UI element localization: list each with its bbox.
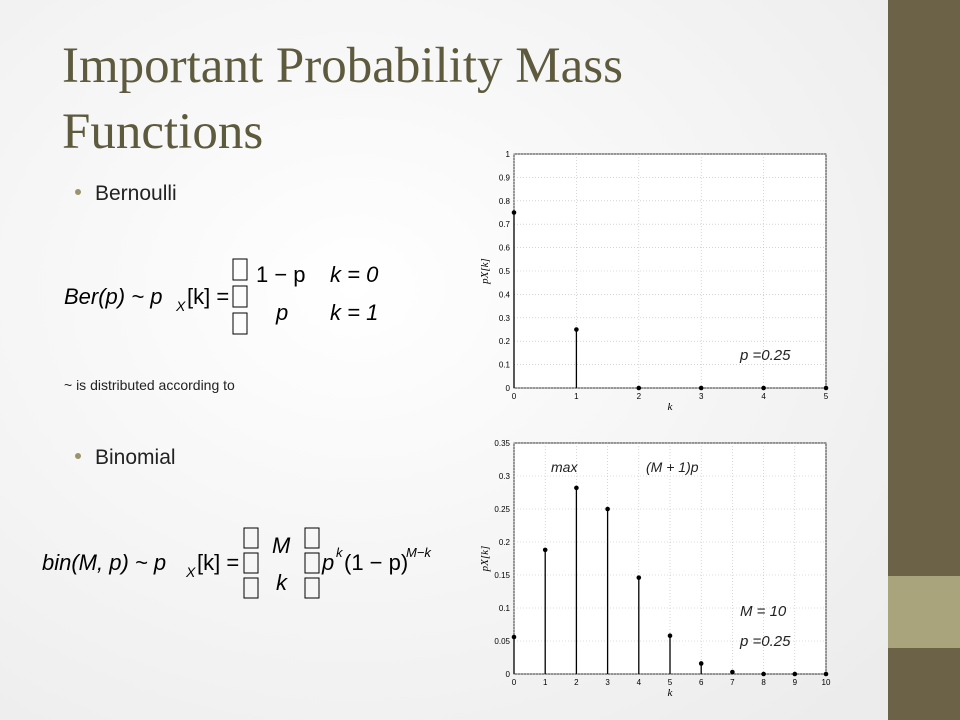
sidebar-accent [888,576,960,648]
annotation: max [551,459,578,475]
bullet: Bernoulli [95,182,177,205]
formula-sub: X [175,298,186,314]
formula-text: (1 − p) [344,550,408,575]
stem-marker [605,506,610,512]
annotation: (M + 1)p [646,459,699,475]
x-tick-label: 2 [637,392,642,401]
y-tick-label: 0.15 [494,571,510,580]
y-tick-label: 0.25 [494,505,510,514]
annotation: p =0.25 [739,633,791,650]
y-tick-label: 0 [506,384,511,393]
missing-glyph [243,527,259,549]
stem-marker [511,634,517,640]
stem-marker [823,385,829,391]
x-tick-label: 9 [793,678,798,687]
formula-text: p [321,550,334,575]
y-tick-label: 0.9 [499,173,511,182]
y-tick-label: 0.8 [499,197,511,206]
y-tick-label: 0 [506,670,511,679]
y-tick-label: 0.05 [494,637,510,646]
annotation: M = 10 [740,603,787,620]
formula-text: M [272,533,291,558]
x-tick-label: 3 [699,392,704,401]
x-tick-label: 10 [822,678,831,687]
y-tick-label: 0.1 [499,361,511,370]
x-tick-label: 4 [761,392,766,401]
bernoulli-formula [232,258,248,335]
y-tick-label: 0.5 [499,267,511,276]
y-tick-label: 0.1 [499,604,511,613]
formula-text: k = 0 [330,262,379,287]
x-tick-label: 0 [512,392,517,401]
bullet: Binomial [95,446,176,469]
missing-glyph [304,552,320,574]
y-tick-label: 1 [506,150,511,159]
stem-marker [511,210,517,215]
formula-sup: M−k [406,545,432,560]
y-tick-label: 0.35 [494,439,510,448]
formula-text: [k] = [187,284,229,309]
x-tick-label: 6 [699,678,704,687]
formula-sup: k [336,545,344,560]
x-tick-label: 4 [637,678,642,687]
formula-text: k = 1 [330,300,378,325]
bullet-dot [75,453,81,459]
bullet-dot [75,189,81,195]
stem-marker [574,485,579,491]
missing-glyph [232,285,248,308]
formula-text: k [276,570,288,595]
missing-glyph [243,577,259,599]
y-tick-label: 0.4 [499,290,511,299]
formula-sub: X [185,564,196,580]
missing-glyph [232,312,248,335]
formula-text: 1 − p [256,262,306,287]
formula-text: [k] = [197,550,239,575]
y-tick-label: 0.3 [499,472,511,481]
x-tick-label: 8 [761,678,766,687]
missing-glyph [232,258,248,281]
y-tick-label: 0.7 [499,220,511,229]
formula-text: Ber(p) ~ p [64,284,162,309]
title-line: Important Probability Mass [62,38,623,94]
formula-text: bin(M, p) ~ p [42,550,166,575]
missing-glyph [304,577,320,599]
x-tick-label: 1 [574,392,579,401]
stem-marker [761,385,766,391]
formula-text: p [275,300,288,325]
stem-marker [730,669,735,675]
stem-marker [792,671,798,677]
annotation: p =0.25 [739,347,791,364]
stem-marker [698,385,704,391]
x-tick-label: 2 [574,678,579,687]
stem-marker [636,385,642,391]
note: ~ is distributed according to [64,377,235,393]
x-tick-label: 1 [543,678,548,687]
x-axis-label: k [668,401,674,413]
x-tick-label: 5 [668,678,673,687]
x-tick-label: 0 [512,678,517,687]
stem-marker [823,671,829,677]
x-tick-label: 5 [824,392,829,401]
y-axis-label: pX[k] [479,258,491,285]
stem-marker [542,547,548,553]
title-line: Functions [62,104,263,160]
y-tick-label: 0.2 [499,538,511,547]
missing-glyph [243,552,259,574]
stem-marker [761,671,766,677]
y-tick-label: 0.6 [499,244,511,253]
y-axis-label: pX[k] [479,546,491,573]
missing-glyph [304,527,320,549]
binomial-formula [243,527,320,599]
x-axis-label: k [668,687,674,699]
stem-marker [574,327,579,332]
y-tick-label: 0.3 [499,314,511,323]
stem-marker [667,633,673,639]
x-tick-label: 3 [605,678,610,687]
stem-marker [636,575,642,580]
y-tick-label: 0.2 [499,337,511,346]
x-tick-label: 7 [730,678,735,687]
stem-marker [698,661,704,666]
